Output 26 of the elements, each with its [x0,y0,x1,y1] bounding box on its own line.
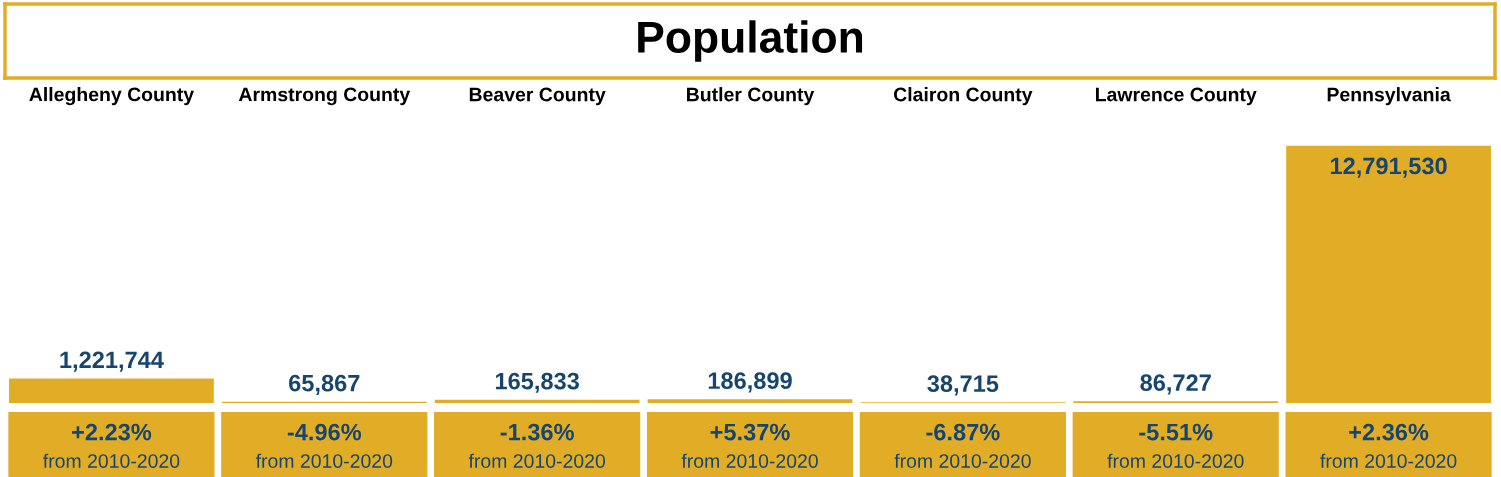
data-label: 165,833 [495,372,579,393]
x-tick-label: Beaver County [469,87,606,106]
data-label: 38,715 [927,375,999,396]
text: +2.36% from 2010-2020 [1320,423,1457,468]
x-tick-label: Pennsylvania [1327,87,1451,106]
x-tick-label: Armstrong County [238,87,411,106]
bar [1286,145,1491,403]
text: -6.87% from 2010-2020 [894,423,1031,468]
bar [9,378,214,403]
data-label: 186,899 [708,372,792,393]
x-tick-label: Lawrence County [1095,87,1257,106]
text: -4.96% from 2010-2020 [255,423,393,468]
bar [647,399,853,403]
text: +2.23% from 2010-2020 [43,423,180,468]
text: -1.36% from 2010-2020 [468,423,606,468]
bar [434,399,640,403]
data-label: 65,867 [289,374,360,395]
chart-title: Population [638,20,863,62]
x-tick-label: Allegheny County [29,87,194,106]
text: +5.37% from 2010-2020 [681,423,818,468]
data-label: 1,221,744 [60,351,164,372]
data-label: 12,791,530 [1330,157,1447,178]
x-tick-label: Clairon County [893,87,1033,106]
data-label: 86,727 [1140,374,1211,395]
text: -5.51% from 2010-2020 [1107,423,1244,468]
x-tick-label: Butler County [687,87,815,106]
